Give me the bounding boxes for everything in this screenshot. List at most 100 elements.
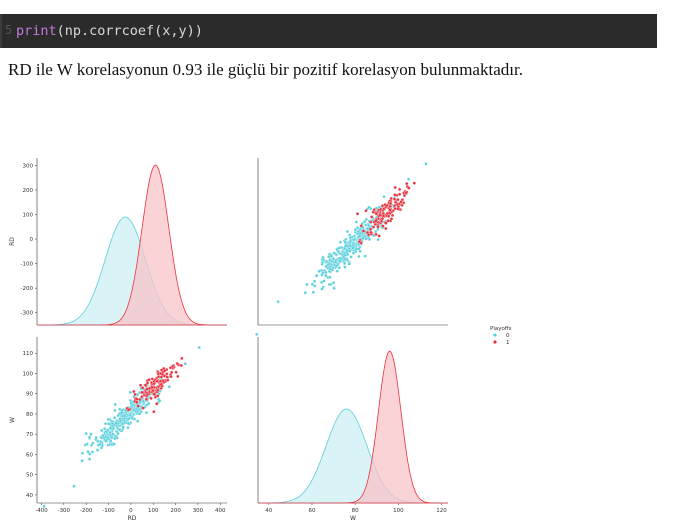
scatter-point-w-rd: [381, 214, 386, 218]
xtick-label: -200: [80, 508, 93, 514]
scatter-point-w-rd: [389, 196, 393, 201]
scatter-point-w-rd: [367, 205, 371, 210]
scatter-point-w-rd: [338, 259, 342, 263]
scatter-point-rd-w: [96, 443, 101, 447]
scatter-point-w-rd: [348, 239, 352, 244]
scatter-point-w-rd: [376, 237, 380, 242]
scatter-point-w-rd: [359, 224, 363, 228]
scatter-point-rd-w: [158, 399, 162, 403]
ytick-label: -100: [21, 262, 34, 268]
scatter-point-rd-w: [143, 383, 148, 387]
xtick-label: 100: [148, 508, 159, 514]
legend-title: Playoffs: [490, 326, 512, 332]
scatter-point-w-rd: [335, 269, 339, 273]
ytick-label: 60: [26, 452, 33, 458]
scatter-point-w-rd: [343, 265, 347, 269]
scatter-point-w-rd: [374, 219, 378, 223]
scatter-point-w-rd: [315, 274, 319, 278]
ytick-label: 90: [26, 392, 33, 398]
scatter-point-w-rd: [358, 249, 362, 253]
scatter-point-w-rd: [332, 286, 336, 290]
scatter-point-rd-w: [100, 428, 104, 433]
legend-label: 0: [506, 333, 510, 339]
scatter-point-rd-w: [167, 385, 171, 389]
code-args: (np.corrcoef(x,y)): [56, 23, 203, 39]
x-axis-label-rd: RD: [128, 515, 137, 522]
scatter-point-rd-w: [112, 442, 116, 446]
scatter-point-rd-w: [120, 422, 125, 426]
y-axis-label-w: W: [9, 417, 16, 423]
scatter-point-rd-w: [145, 403, 149, 407]
scatter-point-rd-w: [106, 422, 111, 426]
xtick-label: 0: [129, 508, 133, 514]
scatter-point-w-rd: [334, 264, 339, 268]
scatter-point-w-rd: [343, 253, 347, 257]
scatter-point-w-rd: [393, 206, 397, 211]
ytick-label: 80: [26, 412, 33, 418]
scatter-point-rd-w: [80, 459, 84, 463]
scatter-point-w-rd: [378, 213, 382, 217]
scatter-point-w-rd: [386, 219, 390, 223]
scatter-point-w-rd: [355, 212, 360, 216]
scatter-point-w-rd: [345, 248, 349, 253]
scatter-point-rd-w: [129, 404, 134, 409]
scatter-point-rd-w: [145, 381, 150, 385]
x-axis-label-w: W: [350, 515, 356, 522]
ytick-label: 100: [23, 371, 34, 377]
ytick-label: 70: [26, 432, 33, 438]
scatter-point-w-rd: [388, 208, 392, 212]
scatter-point-rd-w: [132, 389, 136, 394]
scatter-point-w-rd: [354, 247, 359, 251]
scatter-point-w-rd: [402, 193, 407, 198]
scatter-point-w-rd: [374, 212, 379, 216]
scatter-point-rd-w: [113, 408, 117, 413]
scatter-point-w-rd: [390, 213, 395, 218]
scatter-point-rd-w: [113, 434, 118, 438]
scatter-point-w-rd: [379, 207, 383, 212]
ytick-label: 50: [26, 473, 33, 479]
scatter-point-rd-w: [136, 404, 140, 408]
scatter-point-w-rd: [393, 200, 398, 204]
scatter-point-w-rd: [385, 211, 390, 216]
scatter-point-w-rd: [303, 291, 307, 295]
scatter-point-w-rd: [357, 239, 362, 244]
scatter-point-w-rd: [320, 260, 325, 265]
scatter-point-w-rd: [310, 282, 315, 286]
scatter-point-w-rd: [331, 257, 336, 261]
scatter-point-rd-w: [127, 417, 131, 421]
scatter-point-w-rd: [355, 232, 360, 236]
scatter-point-w-rd: [363, 254, 367, 258]
scatter-point-rd-w: [84, 431, 88, 436]
scatter-point-rd-w: [113, 402, 117, 407]
scatter-point-rd-w: [156, 394, 160, 398]
scatter-point-w-rd: [374, 232, 378, 237]
scatter-point-w-rd: [313, 284, 317, 288]
scatter-point-rd-w: [135, 400, 139, 404]
scatter-point-w-rd: [337, 266, 341, 270]
y-axis-label-rd: RD: [9, 237, 16, 246]
scatter-point-rd-w: [175, 361, 179, 366]
scatter-point-w-rd: [355, 226, 360, 230]
scatter-point-w-rd: [357, 254, 361, 259]
kde-w-class1: [258, 350, 448, 504]
scatter-point-rd-w: [145, 392, 150, 397]
scatter-point-w-rd: [320, 287, 324, 291]
scatter-point-rd-w: [158, 371, 163, 376]
scatter-point-w-rd: [276, 300, 280, 304]
scatter-point-w-rd: [324, 264, 328, 269]
scatter-point-w-rd: [342, 246, 347, 250]
scatter-point-w-rd: [255, 332, 259, 337]
scatter-point-w-rd: [348, 235, 353, 240]
scatter-point-rd-w: [42, 504, 46, 508]
scatter-point-w-rd: [324, 273, 328, 278]
scatter-point-w-rd: [353, 227, 357, 232]
scatter-point-rd-w: [165, 375, 169, 379]
scatter-point-rd-w: [169, 374, 173, 379]
scatter-point-w-rd: [345, 229, 350, 234]
scatter-point-w-rd: [396, 204, 400, 209]
ytick-label: 0: [30, 237, 34, 243]
scatter-point-rd-w: [133, 392, 137, 397]
scatter-point-w-rd: [358, 234, 362, 238]
scatter-point-rd-w: [111, 426, 116, 430]
scatter-point-rd-w: [110, 435, 114, 440]
